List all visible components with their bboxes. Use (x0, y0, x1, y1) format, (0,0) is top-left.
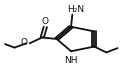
Text: O: O (20, 38, 27, 47)
Text: O: O (42, 17, 49, 26)
Text: H₂N: H₂N (67, 5, 84, 14)
Text: NH: NH (64, 56, 77, 65)
